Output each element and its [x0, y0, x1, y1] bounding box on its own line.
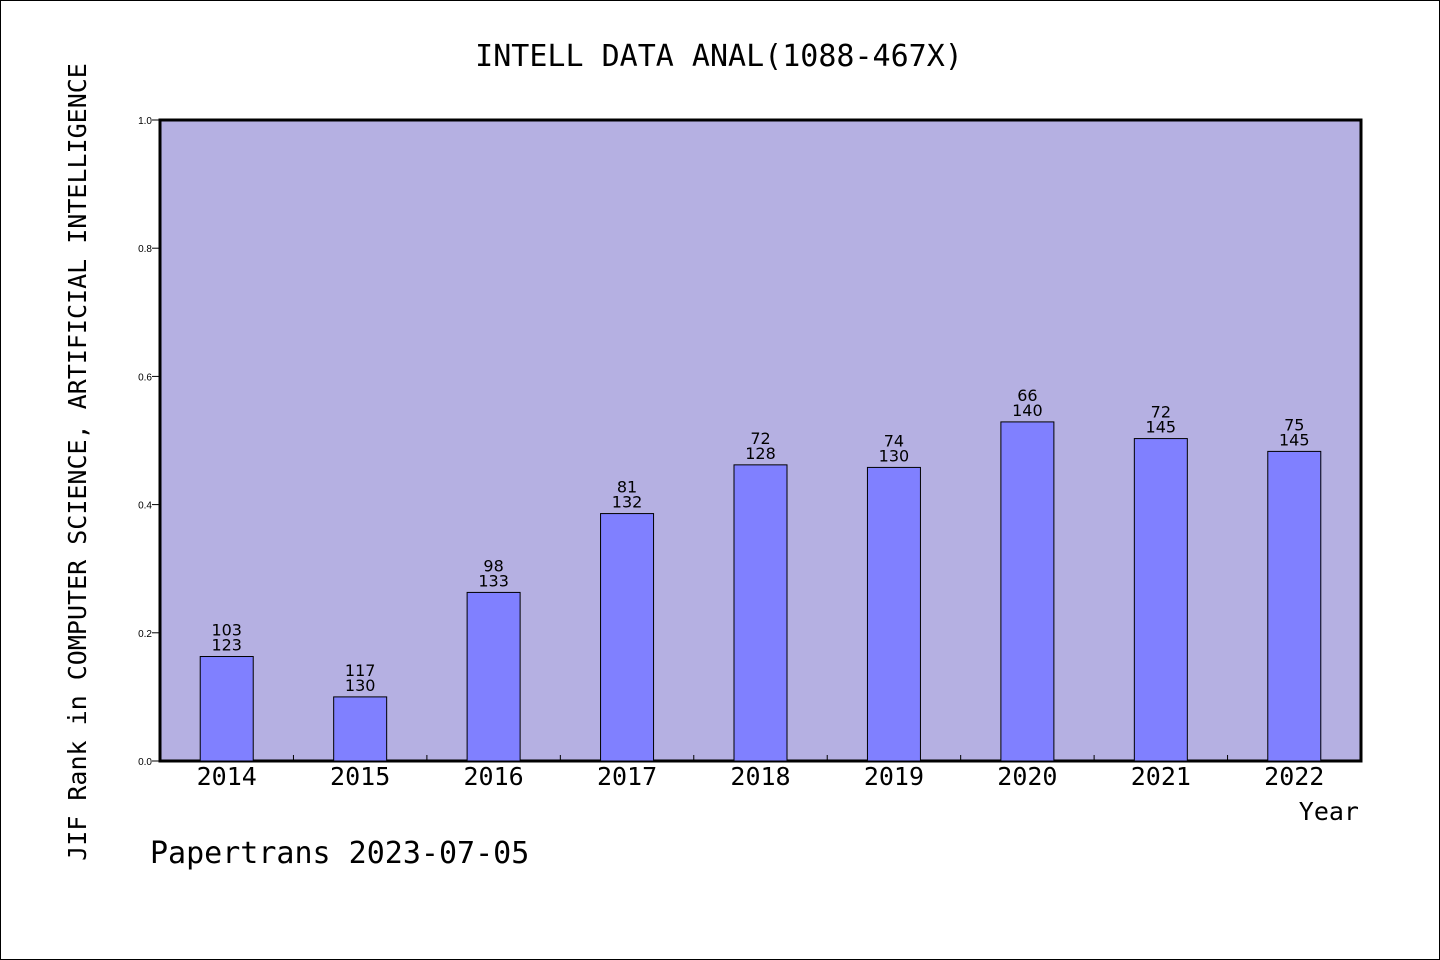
total-label: 140: [1012, 401, 1043, 420]
bar-2020: [1000, 421, 1055, 762]
total-label: 123: [211, 636, 242, 655]
x-tick-label: 2015: [330, 762, 390, 791]
bar-2016: [466, 591, 521, 762]
x-tick-label: 2017: [597, 762, 657, 791]
bar-2019: [866, 466, 921, 762]
x-tick-label: 2019: [864, 762, 924, 791]
bars: [199, 421, 1322, 762]
credit-text: Papertrans 2023-07-05: [150, 836, 529, 871]
total-label: 145: [1279, 430, 1310, 449]
y-tick-label: 0.8: [138, 244, 152, 255]
bar-2017: [600, 513, 655, 762]
x-tick-label: 2016: [464, 762, 524, 791]
total-label: 128: [745, 444, 776, 463]
bar-2022: [1267, 450, 1322, 762]
rank-label: 98: [483, 556, 503, 575]
x-tick-label: 2022: [1264, 762, 1324, 791]
bar-2014: [199, 656, 254, 762]
y-tick-label: 0.0: [138, 757, 152, 768]
x-tick-label: 2018: [730, 762, 790, 791]
y-axis-ticks: 0.0 0.2 0.4 0.6 0.8 1.0: [138, 116, 160, 768]
y-tick-label: 0.6: [138, 372, 152, 383]
x-tick-label: 2021: [1131, 762, 1191, 791]
y-axis-label: JIF Rank in COMPUTER SCIENCE, ARTIFICIAL…: [63, 63, 92, 861]
y-tick-label: 0.2: [138, 629, 152, 640]
total-label: 145: [1146, 418, 1177, 437]
x-tick-label: 2020: [997, 762, 1057, 791]
rank-label: 117: [345, 661, 376, 680]
x-tick-label: 2014: [197, 762, 257, 791]
total-label: 130: [879, 446, 910, 465]
total-label: 133: [478, 571, 509, 590]
chart-title: INTELL DATA ANAL(1088-467X): [475, 39, 963, 74]
rank-label: 72: [750, 429, 770, 448]
rank-label: 103: [211, 621, 242, 640]
bar-2021: [1133, 438, 1188, 762]
rank-label: 66: [1017, 386, 1037, 405]
total-label: 130: [345, 676, 376, 695]
x-axis-ticks: 2014 2015 2016 2017 2018 2019 2020 2021 2022: [197, 755, 1324, 791]
bar-2018: [733, 464, 788, 762]
y-tick-label: 1.0: [138, 116, 152, 127]
rank-label: 75: [1284, 415, 1304, 434]
bar-2015: [333, 696, 388, 762]
rank-label: 74: [884, 431, 904, 450]
rank-label: 81: [617, 478, 637, 497]
total-label: 132: [612, 493, 643, 512]
x-axis-label: Year: [1299, 797, 1359, 826]
y-tick-label: 0.4: [138, 501, 152, 512]
rank-label: 72: [1151, 403, 1171, 422]
